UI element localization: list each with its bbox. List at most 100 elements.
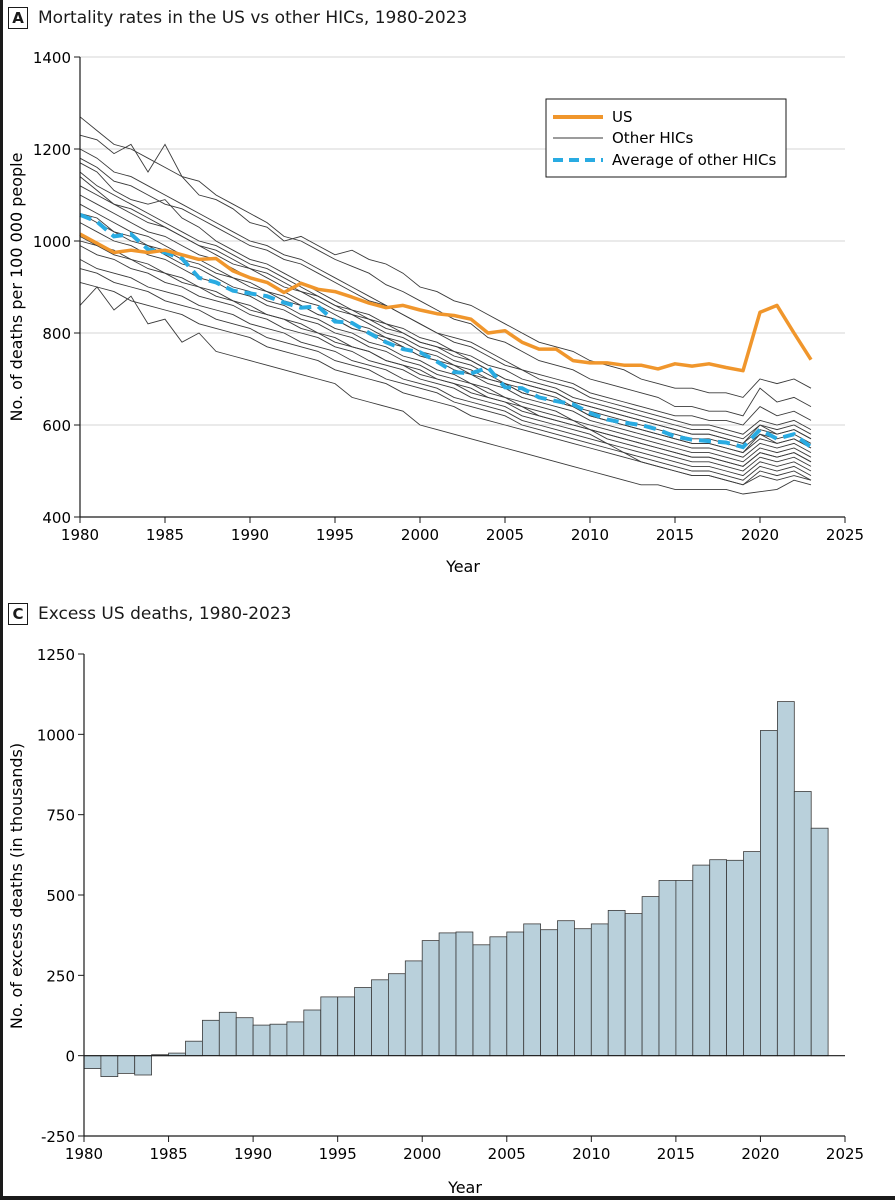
- y-tick-label: 1000: [33, 233, 71, 251]
- mortality-line-chart: 400 600 800 1000 1200 1400 1980 1985 1990 1995 200…: [7, 49, 864, 576]
- y-tick-label: 1000: [37, 726, 75, 744]
- x-tick-label: 2010: [572, 1145, 610, 1163]
- axes: -250 0 250 500 750 1000 1250 1980 1985 1990 1995 20…: [37, 646, 864, 1163]
- bar-2008: [557, 920, 575, 1057]
- x-tick-label: 2005: [486, 526, 524, 544]
- y-tick-label: -250: [41, 1128, 75, 1146]
- panel-a-title: Mortality rates in the US vs other HICs,…: [38, 8, 468, 28]
- bar-2001: [438, 932, 457, 1056]
- bar-1988: [218, 1011, 237, 1057]
- y-tick-label: 0: [65, 1048, 75, 1066]
- bar-2013: [641, 896, 660, 1057]
- bar-2004: [489, 936, 508, 1057]
- x-tick-label: 2020: [741, 1145, 779, 1163]
- series-line-other-hic: [79, 240, 812, 467]
- bar-1987: [201, 1019, 220, 1056]
- bar-2022: [793, 791, 812, 1057]
- series-line-other-hic: [79, 194, 812, 454]
- x-tick-label: 2010: [571, 526, 609, 544]
- bar-2003: [472, 944, 491, 1057]
- bar-2000: [421, 940, 440, 1057]
- x-tick-label: 2005: [488, 1145, 526, 1163]
- bar-2021: [777, 701, 795, 1057]
- series-line-other-hic: [79, 212, 812, 454]
- x-tick-label: 2000: [403, 1145, 441, 1163]
- x-tick-label: 1995: [319, 1145, 357, 1163]
- bar-1992: [286, 1021, 305, 1056]
- series-line-other-hic: [79, 259, 812, 481]
- panel-c-letter: C: [8, 603, 28, 625]
- bar-2005: [506, 931, 525, 1057]
- x-axis-label: Year: [447, 1178, 482, 1196]
- x-tick-label: 1980: [61, 526, 99, 544]
- x-tick-label: 2025: [826, 1145, 864, 1163]
- bar-1993: [303, 1009, 322, 1056]
- legend: US Other HICs Average of other HICs: [545, 98, 787, 178]
- bar-2016: [692, 864, 711, 1057]
- bar-2018: [726, 859, 744, 1057]
- series-line-other-hic: [79, 148, 812, 435]
- y-tick-label: 1250: [37, 646, 75, 664]
- x-tick-label: 2025: [826, 526, 864, 544]
- x-tick-label: 2000: [401, 526, 439, 544]
- bar-2015: [675, 880, 694, 1057]
- bar-2012: [624, 913, 643, 1057]
- bar-2019: [743, 851, 761, 1057]
- series-line-other-hic: [79, 176, 812, 444]
- y-axis-label: No. of excess deaths (in thousands): [7, 743, 26, 1029]
- figure-frame-bottom: [0, 1196, 895, 1200]
- x-tick-label: 2015: [657, 1145, 695, 1163]
- bar-1980: [83, 1055, 102, 1070]
- x-tick-label: 1995: [316, 526, 354, 544]
- x-tick-label: 1980: [65, 1145, 103, 1163]
- bar-1990: [252, 1024, 271, 1057]
- series-line-average-other-hics: [79, 212, 813, 450]
- bar-1999: [404, 960, 423, 1057]
- bar-1994: [320, 996, 339, 1057]
- series-line-other-hic: [79, 162, 812, 440]
- panel-a-header: A Mortality rates in the US vs other HIC…: [8, 6, 467, 30]
- bar-2017: [709, 859, 728, 1057]
- x-tick-label: 1990: [234, 1145, 272, 1163]
- figure-frame-left: [0, 0, 3, 1200]
- bar-1986: [185, 1040, 203, 1057]
- bar-2010: [590, 923, 609, 1056]
- bar-1996: [354, 987, 372, 1056]
- y-tick-label: 250: [46, 967, 75, 985]
- legend-label-us: US: [612, 108, 633, 126]
- bar-1981: [100, 1055, 119, 1078]
- series-line-other-hic: [79, 286, 812, 495]
- series-line-other-hic: [79, 213, 812, 463]
- x-tick-label: 1985: [146, 526, 184, 544]
- x-tick-label: 1990: [231, 526, 269, 544]
- x-tick-label: 2015: [656, 526, 694, 544]
- y-tick-label: 1200: [33, 141, 71, 159]
- y-tick-label: 400: [42, 509, 71, 527]
- bar-2002: [455, 931, 474, 1057]
- bar-1995: [337, 996, 356, 1057]
- bar-1983: [134, 1055, 152, 1076]
- series-line-other-hic: [79, 157, 812, 426]
- legend-label-other-hics: Other HICs: [612, 129, 694, 147]
- bar-1989: [235, 1017, 254, 1057]
- bar-1982: [117, 1055, 136, 1074]
- bar-2009: [574, 928, 592, 1057]
- excess-deaths-bar-chart: -250 0 250 500 750 1000 1250 1980 1985 1990 1995 20…: [7, 646, 864, 1196]
- bars: [83, 701, 829, 1078]
- axes: 400 600 800 1000 1200 1400 1980 1985 1990 1995 200…: [33, 49, 864, 544]
- bar-2011: [607, 909, 626, 1056]
- bar-2014: [658, 880, 677, 1057]
- series-line-other-hic: [79, 134, 812, 398]
- x-tick-label: 1985: [149, 1145, 187, 1163]
- series-line-other-hic: [79, 203, 812, 458]
- bar-2020: [760, 730, 778, 1057]
- y-axis-label: No. of deaths per 100 000 people: [7, 153, 26, 422]
- bar-1991: [269, 1023, 288, 1057]
- bar-2023: [810, 827, 829, 1057]
- y-tick-label: 800: [42, 325, 71, 343]
- x-tick-label: 2020: [741, 526, 779, 544]
- bar-1997: [371, 979, 389, 1056]
- bar-2007: [540, 929, 558, 1057]
- y-tick-label: 750: [46, 807, 75, 825]
- series-line-other-hic: [79, 281, 812, 486]
